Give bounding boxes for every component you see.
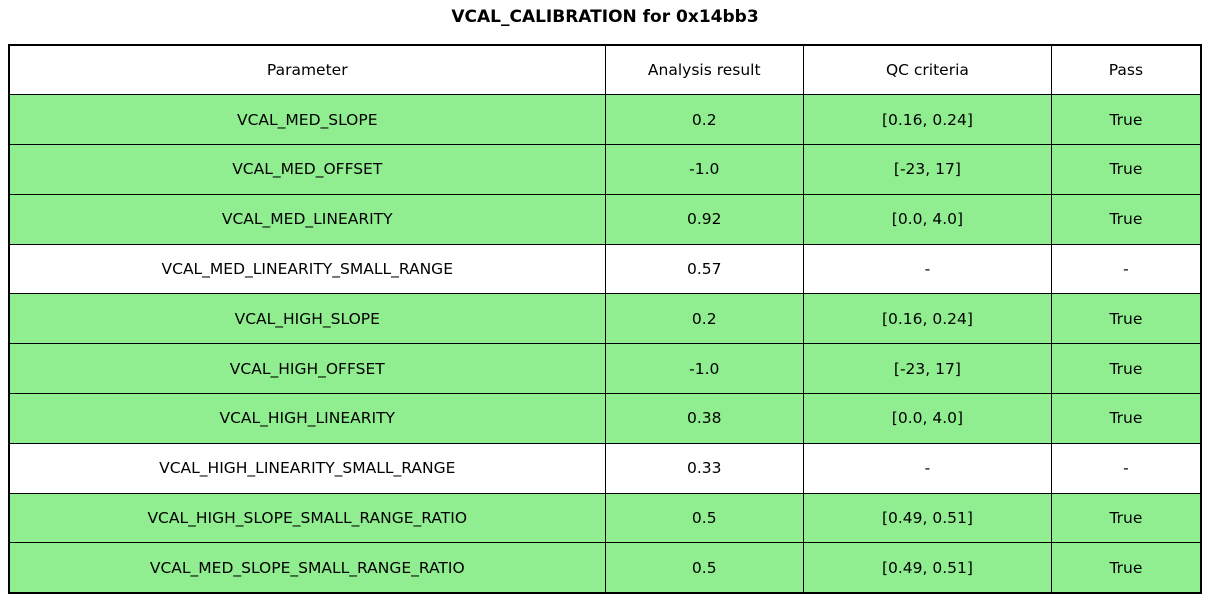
analysis-result-cell: -1.0 [604,144,804,195]
pass-cell: True [1050,542,1202,594]
table-row: VCAL_HIGH_LINEARITY 0.38 [0.0, 4.0] True [8,393,1202,444]
analysis-result-cell: 0.92 [604,193,804,245]
table-row: VCAL_HIGH_LINEARITY_SMALL_RANGE 0.33- - [8,442,1202,494]
table-header-row: Parameter Analysis result QC criteria Pa… [8,44,1202,96]
analysis-result-cell: 0.38 [604,393,804,444]
analysis-result-cell: 0.33 [604,442,804,494]
pass-cell: - [1050,442,1202,494]
pass-cell: True [1050,343,1202,395]
parameter-cell: VCAL_MED_OFFSET [8,144,606,195]
qc-criteria-cell: [0.16, 0.24] [802,94,1052,146]
qc-criteria-cell: [0.0, 4.0] [802,393,1052,444]
qc-criteria-cell: [-23, 17] [802,144,1052,195]
parameter-cell: VCAL_HIGH_LINEARITY [8,393,606,444]
column-header-parameter: Parameter [8,44,606,96]
parameter-cell: VCAL_HIGH_SLOPE [8,293,606,345]
page-title: VCAL_CALIBRATION for 0x14bb3 [451,7,759,27]
table-row: VCAL_HIGH_SLOPE 0.2 [0.16, 0.24] True [8,293,1202,345]
table-row: VCAL_MED_SLOPE_SMALL_RANGE_RATIO 0.5 [0.49… [8,542,1202,594]
column-header-qc-criteria: QC criteria [802,44,1052,96]
pass-cell: - [1050,243,1202,295]
pass-cell: True [1050,393,1202,444]
parameter-cell: VCAL_MED_LINEARITY_SMALL_RANGE [8,243,606,295]
pass-cell: True [1050,293,1202,345]
parameter-cell: VCAL_HIGH_LINEARITY_SMALL_RANGE [8,442,606,494]
qc-criteria-cell: [-23, 17] [802,343,1052,395]
analysis-result-cell: 0.2 [604,293,804,345]
analysis-result-cell: 0.57 [604,243,804,295]
analysis-result-cell: 0.5 [604,492,804,544]
pass-cell: True [1050,492,1202,544]
pass-cell: True [1050,144,1202,195]
parameter-cell: VCAL_MED_SLOPE_SMALL_RANGE_RATIO [8,542,606,594]
qc-calibration-table: Parameter Analysis result QC criteria Pa… [8,44,1202,594]
table-row: VCAL_MED_LINEARITY 0.92 [0.0, 4.0] True [8,193,1202,245]
qc-criteria-cell: [0.0, 4.0] [802,193,1052,245]
qc-criteria-cell: [0.49, 0.51] [802,492,1052,544]
analysis-result-cell: 0.5 [604,542,804,594]
qc-criteria-cell: [0.49, 0.51] [802,542,1052,594]
table-row: VCAL_MED_SLOPE 0.2 [0.16, 0.24] True [8,94,1202,146]
qc-criteria-cell: [0.16, 0.24] [802,293,1052,345]
table-row: VCAL_HIGH_SLOPE_SMALL_RANGE_RATIO 0.5 [0.4… [8,492,1202,544]
pass-cell: True [1050,94,1202,146]
table-body: VCAL_MED_SLOPE 0.2 [0.16, 0.24] True VCAL_ME… [8,94,1202,594]
parameter-cell: VCAL_MED_LINEARITY [8,193,606,245]
analysis-result-cell: 0.2 [604,94,804,146]
table-row: VCAL_HIGH_OFFSET -1.0 [-23, 17] True [8,343,1202,395]
parameter-cell: VCAL_HIGH_OFFSET [8,343,606,395]
qc-criteria-cell: - [802,442,1052,494]
table-row: VCAL_MED_OFFSET -1.0 [-23, 17] True [8,144,1202,195]
column-header-pass: Pass [1050,44,1202,96]
column-header-analysis-result: Analysis result [604,44,804,96]
parameter-cell: VCAL_HIGH_SLOPE_SMALL_RANGE_RATIO [8,492,606,544]
parameter-cell: VCAL_MED_SLOPE [8,94,606,146]
table-row: VCAL_MED_LINEARITY_SMALL_RANGE 0.57- - [8,243,1202,295]
qc-criteria-cell: - [802,243,1052,295]
pass-cell: True [1050,193,1202,245]
analysis-result-cell: -1.0 [604,343,804,395]
